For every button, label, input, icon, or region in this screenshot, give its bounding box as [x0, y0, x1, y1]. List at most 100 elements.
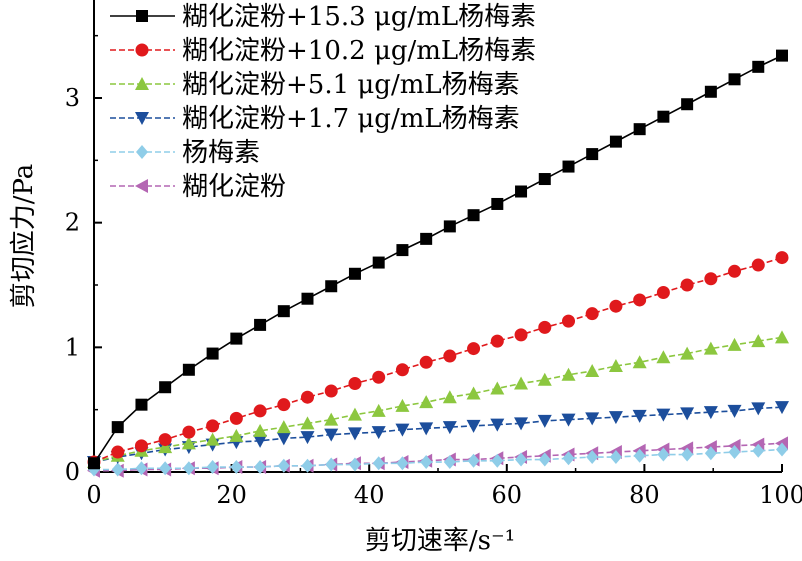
data-point [253, 404, 267, 418]
x-tick-label: 80 [629, 481, 660, 509]
legend-entry: 糊化淀粉+1.7 μg/mL杨梅素 [110, 104, 520, 134]
data-point [254, 318, 267, 331]
y-axis-label: 剪切应力/Pa [9, 164, 39, 309]
data-point [681, 98, 694, 111]
data-point [775, 330, 789, 344]
data-point [728, 445, 741, 460]
data-point [562, 160, 575, 173]
legend-label: 糊化淀粉+10.2 μg/mL杨梅素 [182, 36, 536, 66]
data-point [728, 73, 741, 86]
data-point [609, 135, 622, 148]
series-2 [87, 251, 789, 469]
data-point [206, 347, 219, 360]
data-point [300, 390, 314, 404]
data-point [324, 428, 339, 442]
data-point [491, 197, 504, 210]
data-point [348, 457, 361, 472]
data-point [656, 408, 671, 422]
data-point [158, 440, 173, 454]
series-line [94, 442, 783, 472]
data-point [562, 451, 575, 466]
data-point [442, 390, 457, 404]
data-point [466, 386, 481, 400]
data-point [633, 123, 646, 136]
data-point [395, 423, 410, 437]
data-point [371, 403, 386, 417]
data-point [703, 341, 718, 355]
data-point [704, 85, 717, 98]
data-point [276, 432, 291, 446]
data-point [632, 355, 647, 369]
data-point [88, 457, 100, 470]
x-tick-label: 60 [492, 481, 523, 509]
data-point [752, 443, 765, 458]
data-point [135, 461, 148, 476]
data-point [372, 256, 385, 269]
data-point [182, 461, 195, 476]
series-line [94, 448, 783, 471]
legend-marker [135, 77, 149, 90]
legend-label: 杨梅素 [182, 138, 260, 168]
data-point [704, 272, 718, 286]
series-line [93, 256, 783, 463]
data-point [775, 401, 789, 415]
data-point [609, 299, 623, 313]
data-point [181, 436, 196, 450]
y-tick-label: 0 [65, 458, 80, 486]
legend-label: 糊化淀粉+5.1 μg/mL杨梅素 [182, 70, 520, 100]
data-point [776, 442, 788, 457]
data-point [253, 434, 268, 448]
data-point [608, 359, 623, 373]
data-point [182, 425, 196, 439]
data-point [205, 432, 220, 446]
data-point [371, 426, 386, 440]
data-point [585, 364, 600, 378]
data-point [467, 209, 480, 222]
data-point [419, 395, 434, 409]
data-point [254, 460, 267, 475]
data-point [325, 280, 338, 293]
data-point [751, 258, 765, 272]
legend-entry: 糊化淀粉+10.2 μg/mL杨梅素 [110, 36, 536, 66]
data-point [206, 460, 219, 475]
data-point [538, 452, 551, 467]
data-point [372, 456, 385, 471]
data-point [182, 363, 195, 376]
legend-entry: 糊化淀粉 [110, 172, 286, 202]
data-point [585, 307, 599, 321]
data-point [420, 232, 433, 245]
data-point [538, 320, 552, 334]
series-5 [88, 442, 788, 477]
y-tick-label: 1 [65, 333, 80, 361]
data-point [609, 450, 622, 465]
legend-label: 糊化淀粉 [182, 172, 286, 202]
data-point [395, 398, 410, 412]
data-point [704, 446, 717, 461]
data-point [514, 328, 528, 342]
data-point [467, 342, 481, 356]
data-point [324, 412, 339, 426]
data-point [372, 370, 386, 384]
y-tick-label: 2 [65, 209, 80, 237]
data-point [657, 110, 670, 123]
legend-entry: 杨梅素 [110, 138, 260, 168]
data-point [680, 407, 695, 421]
data-point [537, 414, 552, 428]
legend-marker [135, 43, 149, 57]
data-point [727, 404, 742, 418]
data-point [396, 244, 409, 257]
data-point [633, 448, 646, 463]
data-point [703, 406, 718, 420]
x-tick-label: 40 [354, 481, 385, 509]
series-1 [88, 49, 788, 470]
data-point [632, 409, 647, 423]
data-point [681, 447, 694, 462]
data-point [490, 334, 504, 348]
data-point [680, 278, 694, 292]
legend-entry: 糊化淀粉+15.3 μg/mL杨梅素 [110, 2, 536, 32]
legend-label: 糊化淀粉+1.7 μg/mL杨梅素 [182, 104, 520, 134]
x-tick-label: 100 [759, 481, 802, 509]
data-point [776, 49, 788, 62]
